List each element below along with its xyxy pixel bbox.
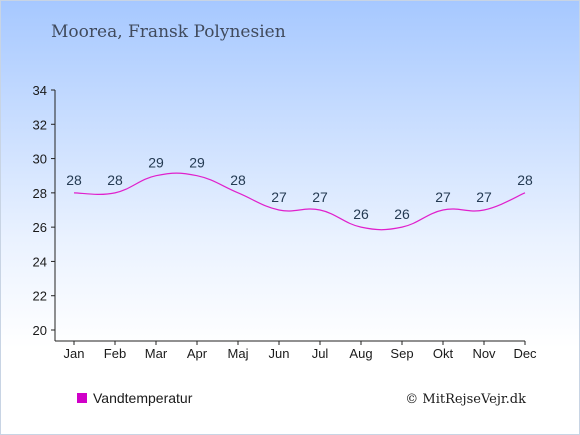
y-tick-label: 24	[33, 254, 47, 269]
y-tick-label: 22	[33, 289, 47, 304]
data-label: 29	[148, 155, 164, 171]
x-tick-label: Jan	[64, 346, 85, 361]
data-label: 27	[476, 189, 492, 205]
y-ticks: 20 22 24 26 28 30 32 34	[33, 83, 55, 338]
y-tick-label: 34	[33, 83, 47, 98]
x-tick-label: Dec	[513, 346, 537, 361]
x-tick-label: Sep	[390, 346, 413, 361]
data-labels: 28 28 29 29 28 27 27 26 26 27 27 28	[66, 155, 533, 222]
data-label: 27	[312, 189, 328, 205]
x-tick-label: Jul	[312, 346, 329, 361]
legend-label: Vandtemperatur	[93, 390, 193, 406]
y-tick-label: 30	[33, 152, 47, 167]
data-label: 28	[230, 172, 246, 188]
y-tick-label: 28	[33, 186, 47, 201]
x-tick-label: Feb	[104, 346, 126, 361]
credit-text: © MitRejseVejr.dk	[405, 392, 526, 407]
y-tick-label: 32	[33, 117, 47, 132]
data-label: 26	[353, 206, 369, 222]
x-tick-label: Aug	[349, 346, 372, 361]
series-line-vandtemperatur	[73, 172, 526, 231]
x-tick-label: Apr	[187, 346, 208, 361]
data-label: 28	[107, 172, 123, 188]
x-tick-label: Okt	[433, 346, 454, 361]
data-label: 27	[271, 189, 287, 205]
legend: Vandtemperatur	[77, 390, 193, 406]
x-tick-label: Jun	[269, 346, 290, 361]
x-tick-label: Nov	[472, 346, 496, 361]
chart-title: Moorea, Fransk Polynesien	[51, 22, 286, 42]
data-label: 28	[66, 172, 82, 188]
legend-marker	[77, 393, 87, 403]
data-label: 27	[435, 189, 451, 205]
x-tick-label: Maj	[228, 346, 249, 361]
data-label: 26	[394, 206, 410, 222]
y-tick-label: 20	[33, 323, 47, 338]
x-ticks: Jan Feb Mar Apr Maj Jun Jul Aug Sep Okt Nov Dec	[64, 341, 537, 361]
data-label: 28	[517, 172, 533, 188]
x-tick-label: Mar	[145, 346, 168, 361]
data-label: 29	[189, 155, 205, 171]
y-tick-label: 26	[33, 220, 47, 235]
